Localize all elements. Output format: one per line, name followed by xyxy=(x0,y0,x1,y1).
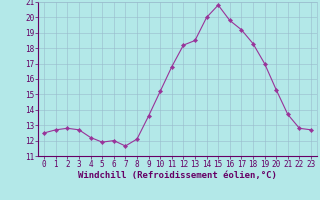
X-axis label: Windchill (Refroidissement éolien,°C): Windchill (Refroidissement éolien,°C) xyxy=(78,171,277,180)
